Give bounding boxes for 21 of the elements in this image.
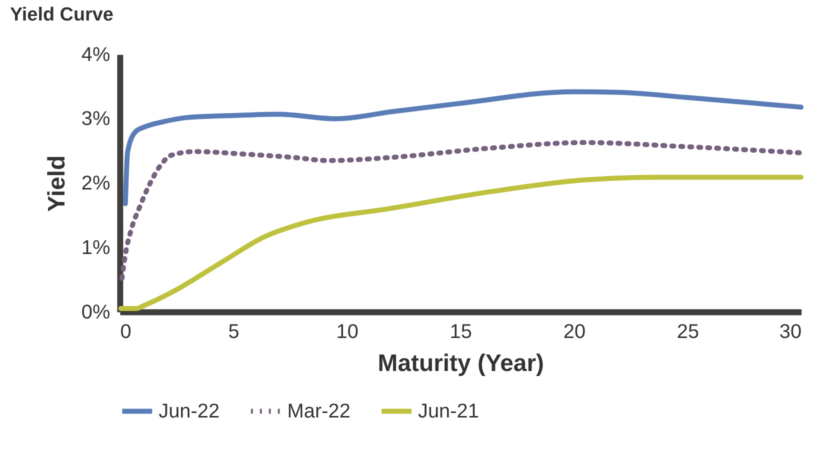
x-tick-label: 0 — [120, 321, 132, 344]
line-series — [122, 89, 804, 206]
y-tick-label: 1% — [81, 236, 110, 259]
legend-label: Jun-22 — [158, 400, 220, 422]
chart-title: Yield Curve — [10, 4, 114, 26]
line-series — [118, 174, 804, 312]
y-tick-label: 4% — [81, 44, 110, 66]
y-tick-label: 2% — [81, 172, 110, 195]
x-tick-label: 25 — [676, 321, 700, 344]
x-tick-label: 15 — [450, 321, 472, 344]
x-tick-label: 30 — [779, 321, 802, 344]
x-axis-title: Maturity (Year) — [378, 350, 544, 378]
legend-label: Mar-22 — [287, 400, 350, 422]
x-tick-label: 10 — [336, 321, 358, 344]
legend-label: Jun-21 — [418, 400, 479, 422]
line-series — [119, 140, 804, 281]
y-tick-label: 0% — [81, 301, 110, 324]
x-tick-label: 20 — [563, 321, 586, 344]
y-axis-title: Yield — [43, 155, 70, 212]
y-tick-label: 3% — [81, 108, 110, 130]
x-tick-label: 5 — [228, 321, 240, 344]
